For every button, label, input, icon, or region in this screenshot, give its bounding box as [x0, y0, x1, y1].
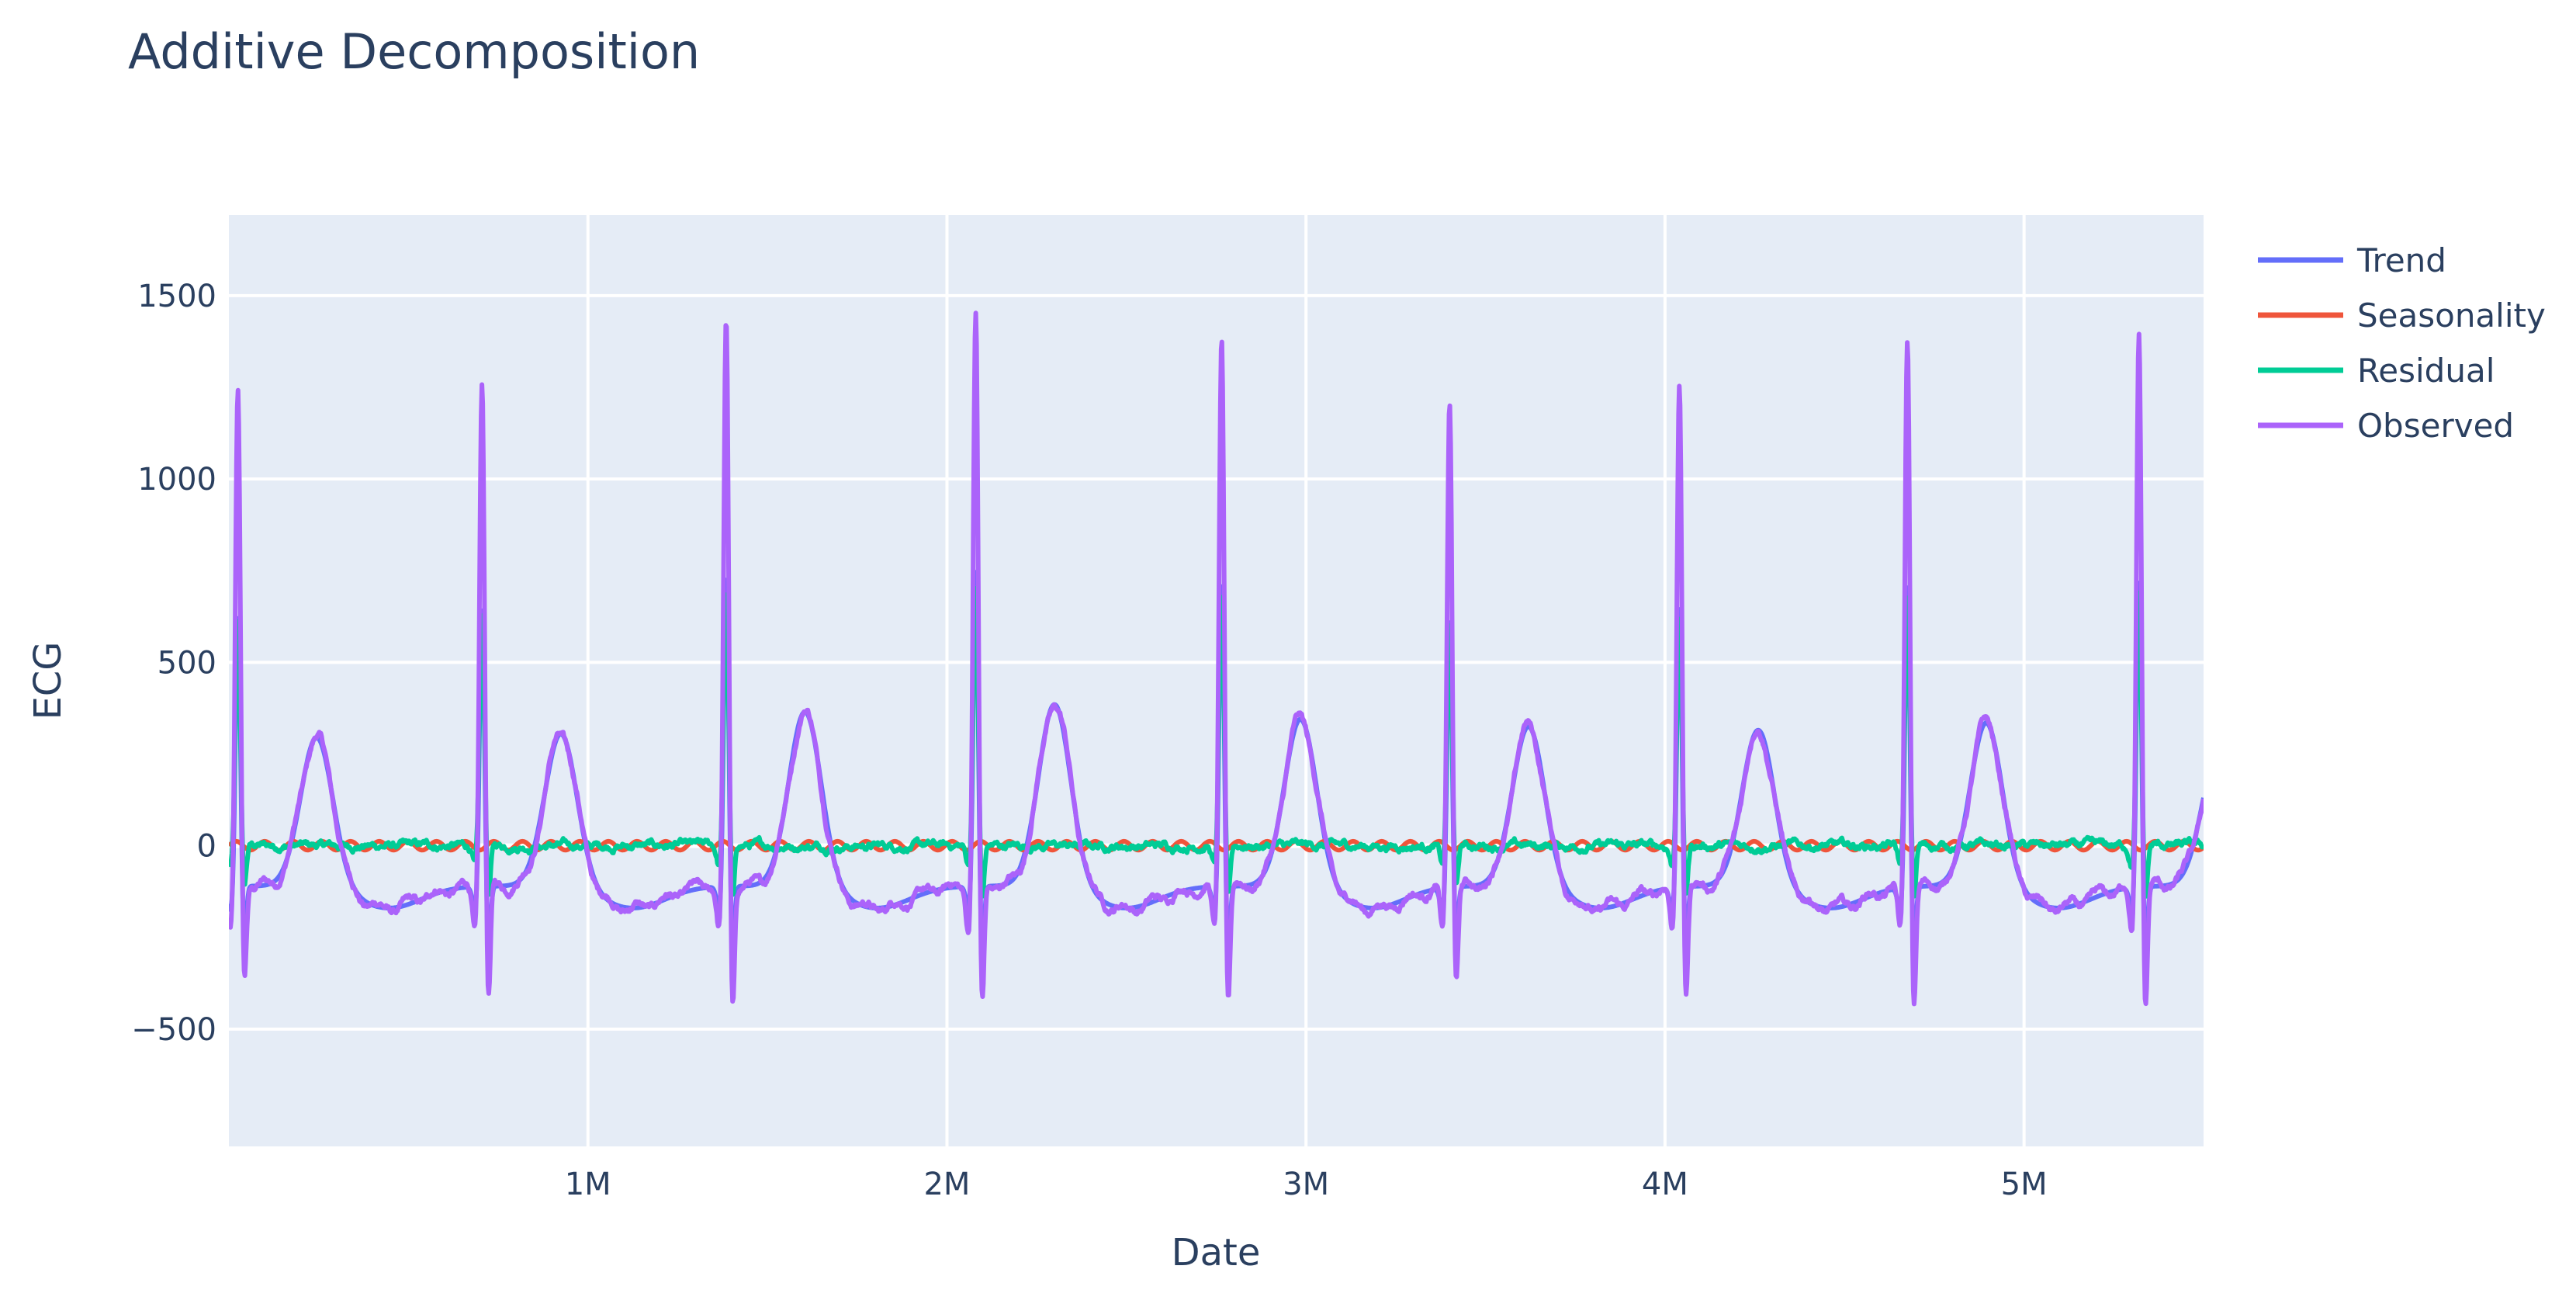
x-axis-title: Date	[1172, 1231, 1261, 1274]
x-tick-label: 5M	[2001, 1167, 2048, 1202]
legend-label: Observed	[2357, 407, 2514, 445]
y-tick-label: 0	[197, 829, 216, 865]
x-tick-label: 1M	[565, 1167, 611, 1202]
series-line-observed	[229, 310, 2204, 1007]
legend-item-seasonality[interactable]: Seasonality	[2258, 296, 2546, 335]
legend-label: Trend	[2356, 241, 2446, 279]
y-axis-title: ECG	[26, 641, 70, 720]
legend-item-trend[interactable]: Trend	[2258, 241, 2446, 279]
legend[interactable]: Trend Seasonality Residual Observed	[2258, 241, 2546, 445]
x-tick-label: 3M	[1283, 1167, 1329, 1202]
legend-item-observed[interactable]: Observed	[2258, 407, 2514, 445]
y-tick-label: 1500	[137, 279, 216, 314]
chart-title: Additive Decomposition	[128, 23, 701, 80]
y-tick-label: −500	[131, 1012, 216, 1048]
legend-label: Seasonality	[2357, 296, 2546, 335]
tick-labels: 1M 2M 3M 4M 5M −500 0 500 1000 1500	[131, 279, 2047, 1202]
x-tick-label: 2M	[923, 1167, 970, 1202]
y-tick-label: 500	[158, 645, 216, 681]
series-lines	[229, 310, 2204, 1007]
legend-item-residual[interactable]: Residual	[2258, 352, 2495, 390]
legend-label: Residual	[2357, 352, 2495, 390]
y-tick-label: 1000	[137, 462, 216, 498]
x-tick-label: 4M	[1642, 1167, 1688, 1202]
